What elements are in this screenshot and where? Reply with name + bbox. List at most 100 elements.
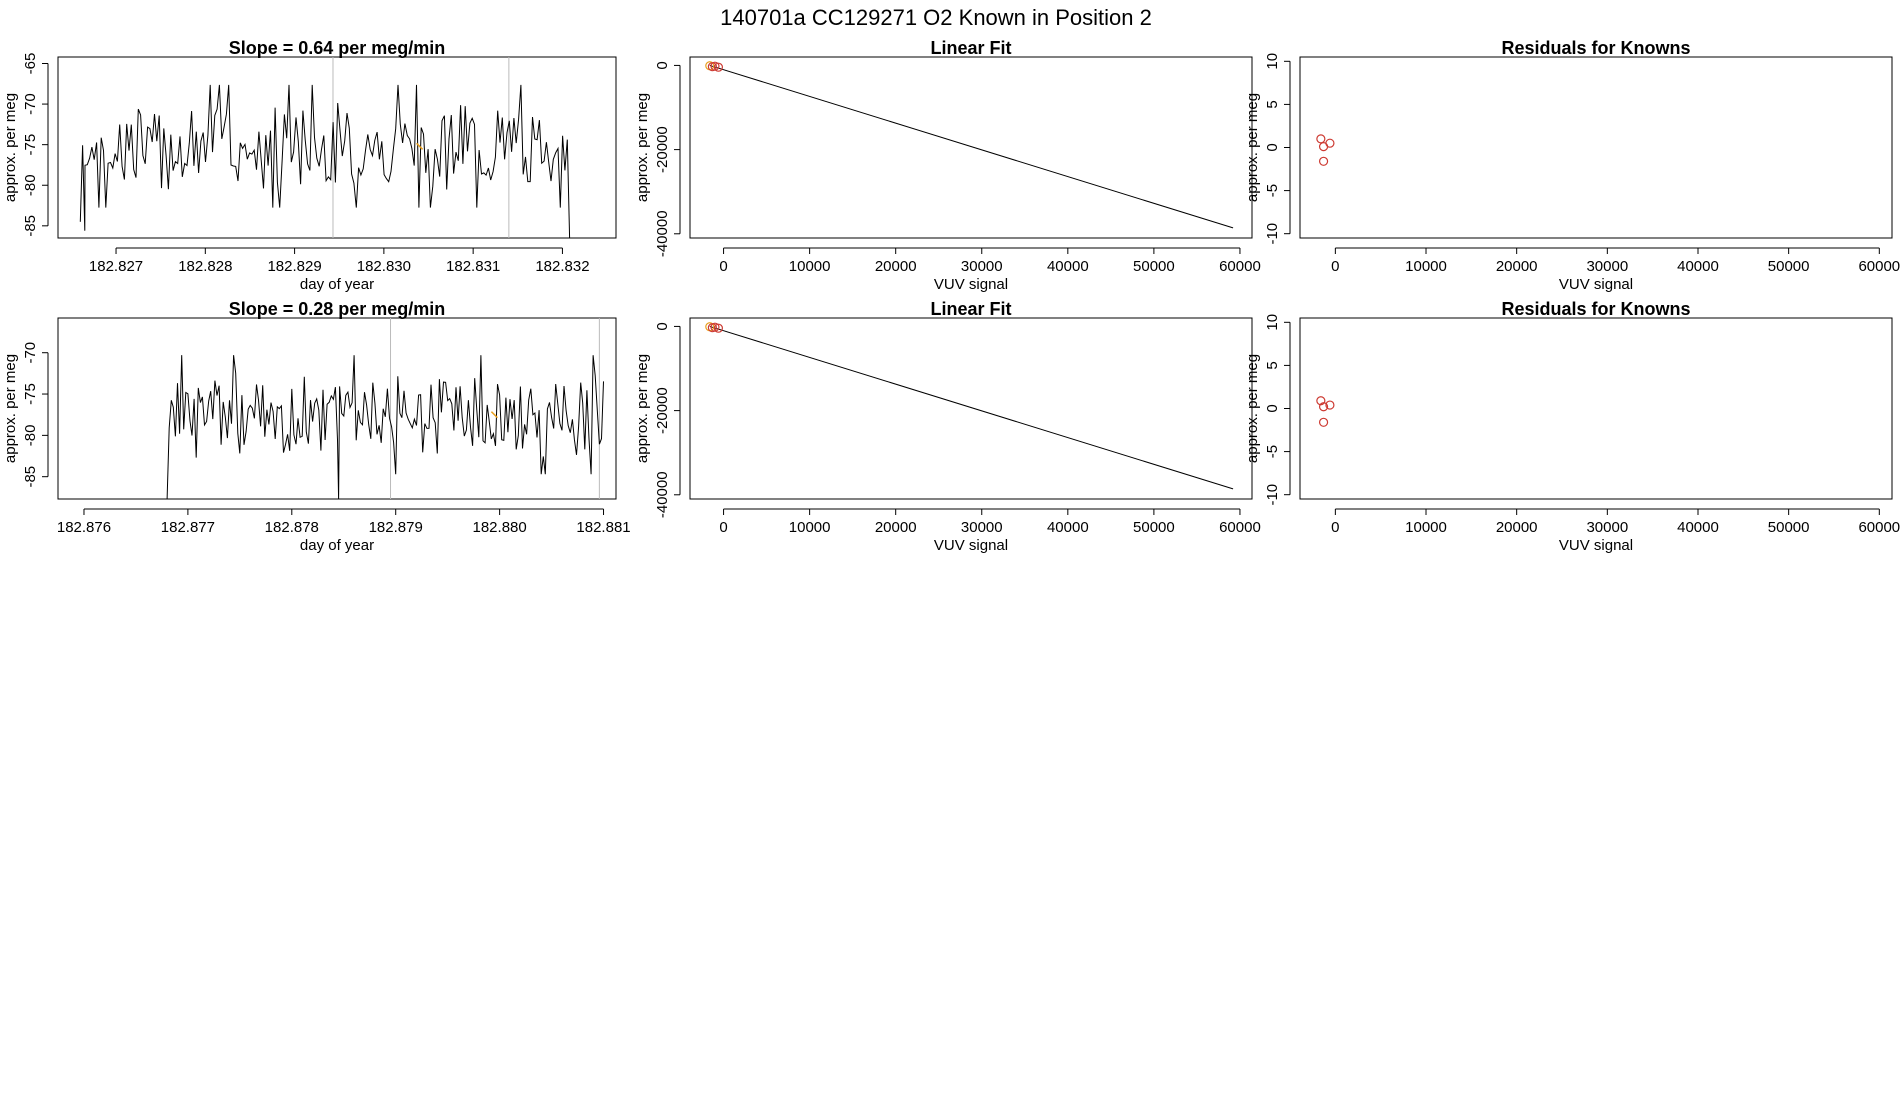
plot-frame: [689, 317, 1253, 500]
panel-5: Linear Fit 0 10000 20000 30000 40000 50000 6000…: [634, 299, 1261, 554]
x-tick-label: 182.829: [267, 258, 321, 275]
panel-title: Linear Fit: [930, 299, 1011, 319]
x-tick-label: 182.876: [57, 519, 111, 536]
y-tick-label: -5: [1264, 445, 1281, 458]
y-tick-label: 0: [654, 61, 671, 69]
highlight-marker: [416, 142, 424, 150]
y-tick-label: 10: [1264, 314, 1281, 331]
x-tick-label: 182.830: [357, 258, 411, 275]
data-point: [1316, 134, 1326, 144]
y-tick-label: 0: [654, 322, 671, 330]
x-tick-label: 182.880: [473, 519, 527, 536]
x-tick-label: 60000: [1219, 258, 1261, 275]
y-axis-label: approx. per meg: [1244, 354, 1261, 463]
x-tick-label: 182.827: [89, 258, 143, 275]
x-tick-label: 50000: [1768, 258, 1810, 275]
fit-line: [709, 64, 1234, 229]
x-tick-label: 182.879: [369, 519, 423, 536]
x-tick-label: 30000: [1586, 519, 1628, 536]
panel-2: Linear Fit 0 10000 20000 30000 40000 50000 6000…: [634, 38, 1261, 293]
y-tick-label: -40000: [654, 471, 671, 518]
y-axis-label: approx. per meg: [2, 93, 19, 202]
x-axis-label: VUV signal: [934, 276, 1008, 293]
x-tick-label: 182.832: [535, 258, 589, 275]
panel-6: Residuals for Knowns 0 10000 20000 30000 4000…: [1244, 299, 1900, 554]
panel-title: Residuals for Knowns: [1501, 299, 1690, 319]
x-tick-label: 0: [719, 519, 727, 536]
panel-1: Slope = 0.64 per meg/min 182.827 182.828 18…: [2, 38, 617, 293]
x-tick-label: 50000: [1133, 519, 1175, 536]
panel-title: Slope = 0.64 per meg/min: [229, 38, 446, 58]
panel-3: Residuals for Knowns 0 10000 20000 30000 4000…: [1244, 38, 1900, 293]
plot-frame: [1299, 317, 1893, 500]
y-tick-label: -5: [1264, 184, 1281, 197]
x-axis-label: VUV signal: [1559, 276, 1633, 293]
y-tick-label: -10: [1264, 223, 1281, 245]
x-tick-label: 182.878: [265, 519, 319, 536]
y-tick-label: -20000: [654, 126, 671, 173]
x-tick-label: 182.831: [446, 258, 500, 275]
y-tick-label: -40000: [654, 210, 671, 257]
y-axis-label: approx. per meg: [1244, 93, 1261, 202]
x-tick-label: 0: [1331, 519, 1339, 536]
series-line: [166, 355, 604, 500]
y-tick-label: -80: [22, 425, 39, 447]
y-tick-label: -75: [22, 134, 39, 156]
panel-title: Residuals for Knowns: [1501, 38, 1690, 58]
x-axis-label: day of year: [300, 537, 374, 554]
x-tick-label: 182.881: [576, 519, 630, 536]
y-tick-label: -20000: [654, 387, 671, 434]
y-tick-label: -70: [22, 342, 39, 364]
y-tick-label: -85: [22, 466, 39, 488]
y-tick-label: 5: [1264, 100, 1281, 108]
x-tick-label: 10000: [789, 519, 831, 536]
x-tick-label: 40000: [1047, 519, 1089, 536]
x-tick-label: 182.877: [161, 519, 215, 536]
y-tick-label: 0: [1264, 404, 1281, 412]
series-line: [79, 84, 571, 239]
x-tick-label: 10000: [1405, 519, 1447, 536]
y-tick-label: -70: [22, 93, 39, 115]
x-tick-label: 20000: [875, 258, 917, 275]
x-tick-label: 10000: [1405, 258, 1447, 275]
x-tick-label: 30000: [1586, 258, 1628, 275]
plot-frame: [57, 317, 617, 500]
figure-title: 140701a CC129271 O2 Known in Position 2: [720, 5, 1152, 30]
y-tick-label: 5: [1264, 361, 1281, 369]
x-tick-label: 0: [1331, 258, 1339, 275]
x-tick-label: 60000: [1858, 519, 1900, 536]
y-tick-label: -65: [22, 53, 39, 75]
data-point: [1325, 138, 1335, 148]
x-axis-label: day of year: [300, 276, 374, 293]
x-tick-label: 20000: [1496, 519, 1538, 536]
x-tick-label: 50000: [1768, 519, 1810, 536]
x-tick-label: 60000: [1219, 519, 1261, 536]
data-point: [713, 62, 724, 72]
data-point: [1325, 400, 1335, 410]
x-tick-label: 40000: [1677, 519, 1719, 536]
y-tick-label: 0: [1264, 143, 1281, 151]
highlight-marker: [490, 411, 498, 419]
x-tick-label: 20000: [875, 519, 917, 536]
x-tick-label: 10000: [789, 258, 831, 275]
plot-frame: [689, 56, 1253, 239]
x-tick-label: 40000: [1047, 258, 1089, 275]
x-tick-label: 50000: [1133, 258, 1175, 275]
plot-frame: [57, 56, 617, 239]
y-axis-label: approx. per meg: [634, 93, 651, 202]
x-tick-label: 60000: [1858, 258, 1900, 275]
x-tick-label: 20000: [1496, 258, 1538, 275]
y-tick-label: -85: [22, 215, 39, 237]
x-axis-label: VUV signal: [934, 537, 1008, 554]
x-axis-label: VUV signal: [1559, 537, 1633, 554]
x-tick-label: 40000: [1677, 258, 1719, 275]
y-tick-label: 10: [1264, 53, 1281, 70]
data-point: [1318, 402, 1329, 412]
x-tick-label: 30000: [961, 519, 1003, 536]
x-tick-label: 182.828: [178, 258, 232, 275]
data-point: [1318, 417, 1329, 427]
data-point: [1316, 396, 1326, 406]
panel-4: Slope = 0.28 per meg/min 182.876 182.877 18…: [2, 299, 631, 554]
y-tick-label: -75: [22, 383, 39, 405]
